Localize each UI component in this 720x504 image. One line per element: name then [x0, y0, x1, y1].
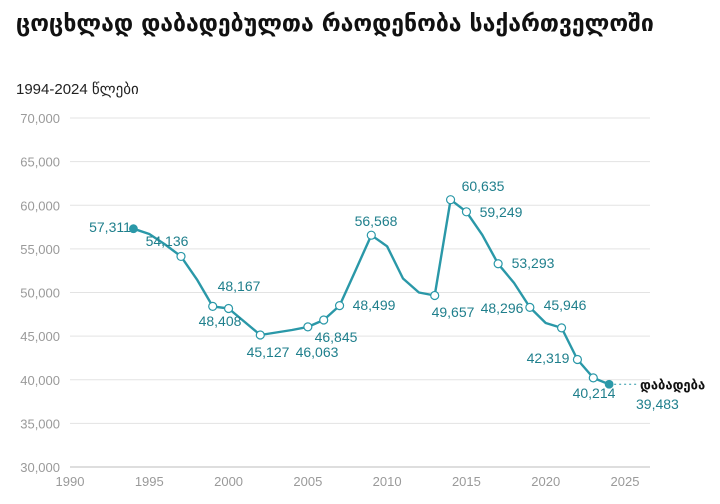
y-tick-label: 40,000: [20, 373, 60, 388]
data-label: 42,319: [527, 350, 570, 366]
chart-title: ცოცხლად დაბადებულთა რაოდენობა საქართველო…: [16, 11, 654, 37]
y-tick-label: 60,000: [20, 198, 60, 213]
data-label: 48,408: [199, 313, 242, 329]
data-label: 57,311: [89, 219, 131, 235]
data-label: 56,568: [355, 213, 398, 229]
data-point-marker: [334, 300, 345, 311]
data-point-marker: [366, 230, 376, 240]
data-point-marker: [588, 373, 598, 383]
series-legend: დაბადება: [614, 378, 705, 393]
y-tick-label: 70,000: [20, 111, 60, 126]
data-point-marker: [255, 330, 265, 340]
data-label: 48,296: [481, 300, 524, 316]
series-name-label: დაბადება: [640, 378, 705, 393]
chart-subtitle: 1994-2024 წლები: [16, 81, 139, 98]
x-axis-ticks: 1990 1995 2000 2005 2010 2015 2020 2025: [56, 474, 640, 489]
data-point-marker: [445, 195, 456, 205]
data-point-marker: [430, 290, 440, 301]
y-axis-ticks: 30,000 35,000 40,000 45,000 50,000 55,000 60,0…: [20, 111, 60, 475]
data-label: 40,214: [573, 385, 616, 401]
data-label: 46,063: [296, 344, 339, 360]
x-tick-label: 2000: [214, 474, 243, 489]
data-point-marker: [319, 315, 329, 325]
data-label: 48,499: [353, 297, 396, 313]
data-label: 45,946: [544, 297, 587, 313]
data-point-marker: [493, 259, 503, 269]
grid-lines: [70, 117, 650, 468]
y-tick-label: 45,000: [20, 329, 60, 344]
y-tick-label: 65,000: [20, 155, 60, 170]
y-tick-label: 50,000: [20, 286, 60, 301]
data-label: 45,127: [247, 344, 290, 360]
data-labels: 57,311 54,136 48,167 48,408 45,127 46,84546,0…: [89, 178, 679, 412]
data-label: 60,635: [462, 178, 505, 194]
data-point-marker: [556, 323, 567, 333]
data-point-marker: [604, 379, 614, 389]
y-tick-label: 35,000: [20, 416, 60, 431]
x-tick-label: 2010: [373, 474, 402, 489]
x-tick-label: 2015: [452, 474, 481, 489]
y-tick-label: 30,000: [20, 460, 60, 475]
data-label: 59,249: [480, 204, 523, 220]
data-point-marker: [461, 207, 472, 217]
data-label: 46,845: [315, 329, 358, 345]
x-tick-label: 2020: [531, 474, 560, 489]
x-tick-label: 2025: [611, 474, 640, 489]
data-label: 48,167: [218, 278, 261, 294]
data-point-marker: [223, 303, 234, 314]
x-tick-label: 1995: [135, 474, 164, 489]
data-label: 53,293: [512, 255, 555, 271]
data-point-marker: [572, 354, 583, 365]
data-point-marker: [176, 251, 186, 262]
y-tick-label: 55,000: [20, 242, 60, 257]
x-tick-label: 2005: [293, 474, 322, 489]
data-point-marker: [525, 302, 535, 312]
data-label: 49,657: [432, 304, 475, 320]
series-line: [132, 198, 611, 386]
data-label: 39,483: [636, 396, 679, 412]
data-point-marker: [129, 224, 138, 234]
data-point-marker: [303, 322, 313, 332]
data-point-marker: [208, 301, 218, 311]
series-layer: [129, 195, 614, 389]
data-label: 54,136: [146, 233, 189, 249]
x-tick-label: 1990: [56, 474, 85, 489]
